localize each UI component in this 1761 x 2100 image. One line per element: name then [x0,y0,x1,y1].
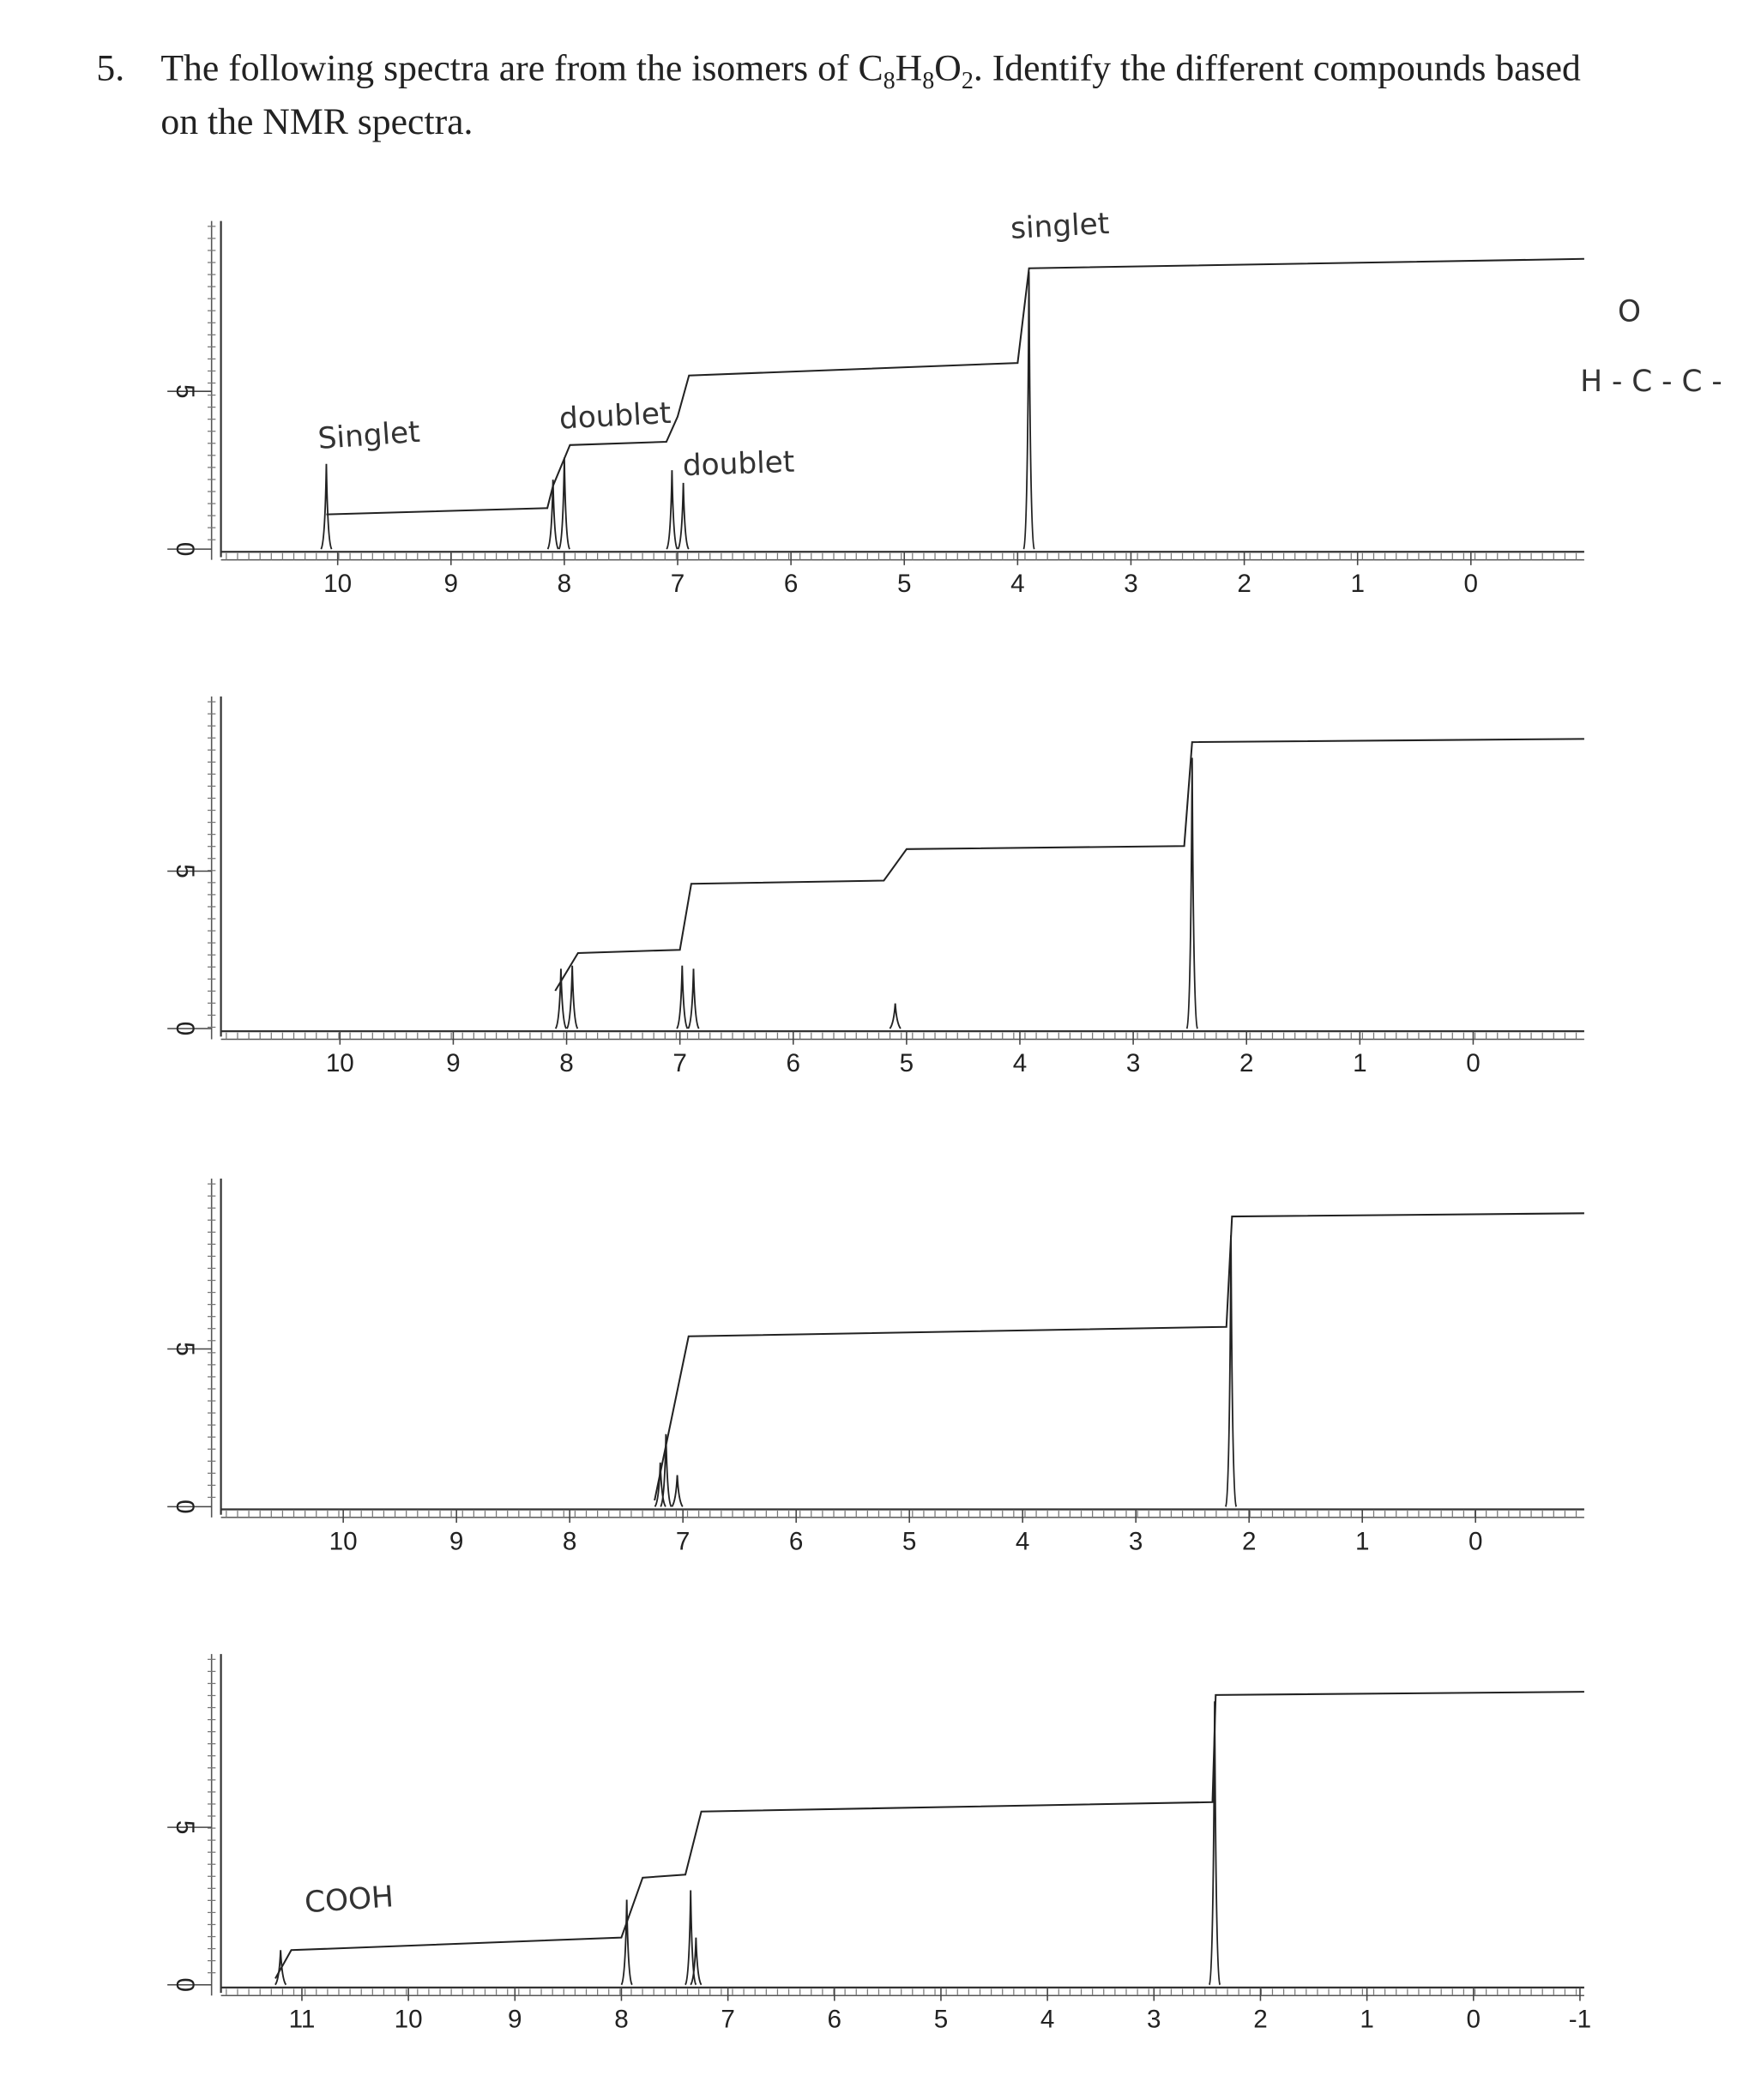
peak [690,1937,703,1986]
x-tick-label: 4 [1016,1527,1029,1555]
peak [566,965,579,1029]
x-tick-label: 5 [934,2006,949,2034]
peak [558,457,570,550]
x-tick-label: 7 [721,2006,735,2034]
question-number: 5. [96,48,124,89]
integral-curve [326,257,1584,516]
peak [666,470,678,550]
y-tick-label: 5 [171,384,199,399]
peak [274,1950,287,1986]
peak [1022,271,1035,550]
integral-curve [554,738,1584,992]
peak [1224,1235,1238,1507]
margin-note: O [1618,295,1641,329]
x-tick-label: 8 [614,2006,629,2034]
x-tick-label: 0 [1466,1049,1481,1077]
x-tick-label: 9 [508,2006,522,2034]
question-text: on the NMR spectra. [160,101,473,142]
peak [1185,757,1198,1029]
x-tick-label: 8 [559,1049,574,1077]
x-tick-label: 6 [789,1527,803,1555]
peak [687,969,700,1029]
peak [546,480,559,550]
x-tick-label: 6 [787,1049,800,1077]
integral-curve [274,1691,1584,1979]
peak [677,482,690,550]
peak [889,1003,902,1029]
annotation: doublet [682,445,795,484]
x-tick-label: 2 [1239,1049,1254,1077]
x-tick-label: 2 [1253,2006,1268,2034]
x-tick-label: 6 [828,2006,842,2034]
y-tick-label: 0 [171,1977,199,1992]
x-tick-label: 1 [1355,1527,1370,1555]
x-tick-label: 3 [1126,1049,1141,1077]
x-tick-label: 4 [1010,570,1024,598]
x-tick-label: 9 [449,1527,464,1555]
x-tick-label: 9 [446,1049,461,1077]
x-tick-label: 7 [671,570,684,598]
x-tick-label: 3 [1129,1527,1143,1555]
y-tick-label: 5 [171,864,199,878]
x-tick-label: 0 [1467,2006,1481,2034]
x-tick-label: 10 [395,2006,423,2034]
question-text: The following spectra are from the isome… [160,48,1581,94]
x-tick-label: 0 [1464,570,1479,598]
peak [620,1899,633,1986]
y-tick-label: 5 [171,1820,199,1834]
x-tick-label: 3 [1147,2006,1161,2034]
x-tick-label: 2 [1237,570,1251,598]
x-tick-label: 6 [784,570,798,598]
annotation: Singlet [317,415,421,456]
x-tick-label: 8 [563,1527,577,1555]
y-tick-label: 5 [171,1342,199,1356]
peak [654,1462,666,1507]
peak [554,969,568,1029]
x-tick-label: 7 [672,1049,687,1077]
x-tick-label: 10 [329,1527,358,1555]
integral-curve [654,1212,1584,1501]
y-tick-label: 0 [171,542,199,557]
x-tick-label: 5 [897,570,912,598]
x-tick-label: 11 [289,2006,316,2034]
x-tick-label: 2 [1242,1527,1256,1555]
peak [671,1475,684,1507]
x-tick-label: 10 [323,570,352,598]
x-tick-label: 4 [1013,1049,1028,1077]
annotation: COOH [304,1880,395,1920]
x-tick-label: 1 [1350,570,1364,598]
peak [320,463,333,550]
x-tick-label: 1 [1353,1049,1367,1077]
x-tick-label: 5 [902,1527,917,1555]
x-tick-label: 8 [558,570,572,598]
x-tick-label: 0 [1469,1527,1483,1555]
x-tick-label: -1 [1569,2006,1591,2034]
annotation: doublet [558,396,672,437]
x-tick-label: 7 [676,1527,690,1555]
x-tick-label: 1 [1360,2006,1373,2034]
y-tick-label: 0 [171,1022,199,1035]
x-tick-label: 5 [900,1049,914,1077]
x-tick-label: 10 [326,1049,354,1077]
peak [676,965,689,1029]
x-tick-label: 9 [444,570,459,598]
margin-note: H - C - C - [1580,365,1722,399]
peak [660,1433,672,1507]
annotation: singlet [1010,207,1110,246]
x-tick-label: 4 [1040,2006,1055,2034]
x-tick-label: 3 [1124,570,1137,598]
y-tick-label: 0 [171,1500,199,1513]
